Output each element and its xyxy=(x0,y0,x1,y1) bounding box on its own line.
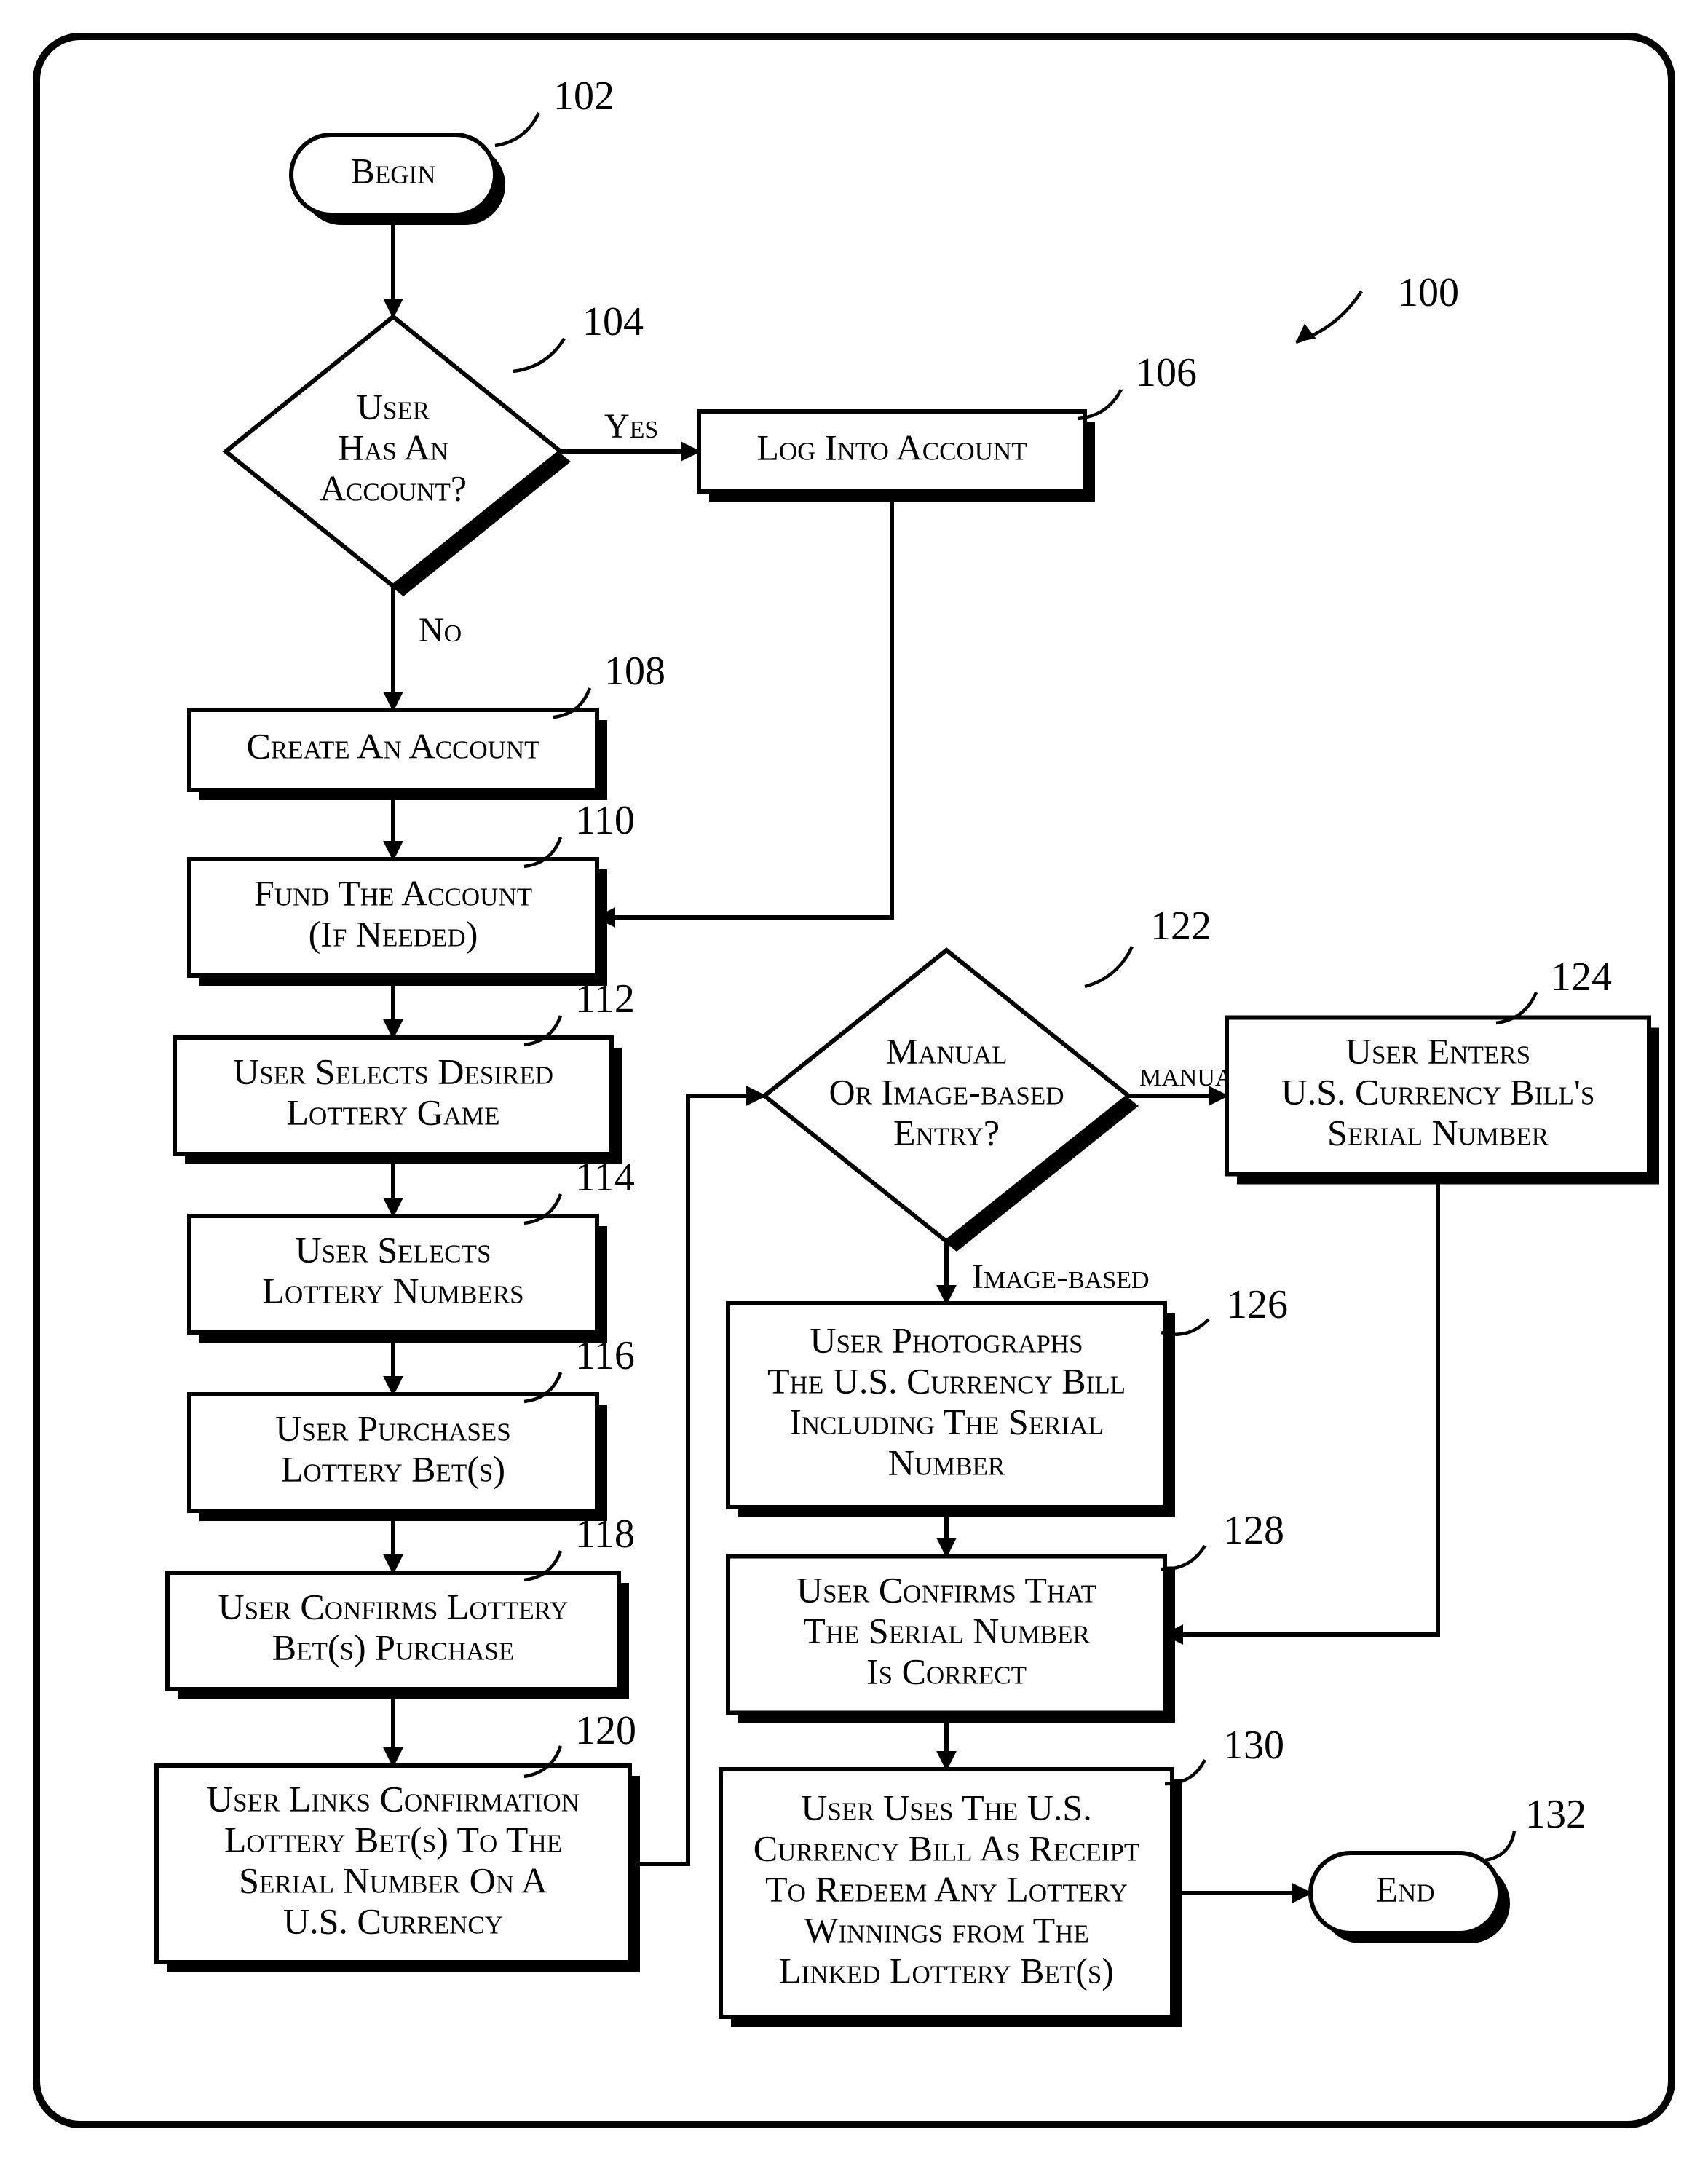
n120-text-3: U.S. Currency xyxy=(283,1900,503,1941)
n114: User SelectsLottery Numbers xyxy=(189,1216,607,1343)
n118-text-0: User Confirms Lottery xyxy=(218,1586,569,1627)
n130-text-2: To Redeem Any Lottery xyxy=(765,1868,1128,1909)
n128-text-0: User Confirms That xyxy=(796,1569,1096,1610)
n130-text-3: Winnings from The xyxy=(804,1909,1089,1950)
n120-text-1: Lottery Bet(s) To The xyxy=(224,1819,562,1860)
n112-text-0: User Selects Desired xyxy=(233,1051,553,1091)
n102-text-0: Begin xyxy=(351,150,436,191)
n130-ref: 130 xyxy=(1223,1723,1284,1768)
n106-ref: 106 xyxy=(1136,350,1197,395)
n128-ref: 128 xyxy=(1223,1508,1284,1553)
n116-text-1: Lottery Bet(s) xyxy=(281,1448,505,1489)
n112-ref: 112 xyxy=(575,976,635,1022)
edge-label-n104-n106: Yes xyxy=(604,407,658,446)
n126-text-1: The U.S. Currency Bill xyxy=(767,1360,1126,1401)
n130-text-4: Linked Lottery Bet(s) xyxy=(779,1950,1114,1991)
n104-text-2: Account? xyxy=(320,467,467,508)
n114-text-1: Lottery Numbers xyxy=(262,1270,523,1311)
n126: User PhotographsThe U.S. Currency BillIn… xyxy=(728,1303,1175,1517)
n108-text-0: Create An Account xyxy=(246,725,539,766)
n120-ref: 120 xyxy=(575,1708,636,1753)
n130-text-1: Currency Bill As Receipt xyxy=(754,1828,1140,1868)
n128: User Confirms ThatThe Serial NumberIs Co… xyxy=(728,1557,1175,1723)
edge-label-n104-n108: No xyxy=(419,611,462,649)
n128-text-2: Is Correct xyxy=(866,1651,1027,1691)
n110: Fund The Account(If Needed) xyxy=(189,859,607,986)
n120-text-0: User Links Confirmation xyxy=(207,1778,580,1819)
n126-text-3: Number xyxy=(888,1442,1005,1482)
n112-text-1: Lottery Game xyxy=(286,1091,499,1132)
n122: ManualOr Image-basedEntry? xyxy=(764,950,1139,1252)
n126-text-0: User Photographs xyxy=(810,1319,1083,1360)
n116-text-0: User Purchases xyxy=(275,1407,510,1448)
n114-ref: 114 xyxy=(575,1155,635,1200)
n118-text-1: Bet(s) Purchase xyxy=(272,1627,515,1667)
n118: User Confirms LotteryBet(s) Purchase xyxy=(167,1573,629,1699)
n128-text-1: The Serial Number xyxy=(803,1610,1090,1651)
n132-ref: 132 xyxy=(1525,1792,1586,1837)
n114-text-0: User Selects xyxy=(296,1229,491,1270)
edge-n106-n110 xyxy=(597,491,892,917)
n132: End xyxy=(1310,1853,1510,1943)
n104: UserHas AnAccount? xyxy=(226,317,571,596)
n124-text-1: U.S. Currency Bill's xyxy=(1281,1071,1595,1112)
n120-text-2: Serial Number On A xyxy=(239,1860,547,1900)
n104-text-1: Has An xyxy=(338,427,448,467)
n124: User EntersU.S. Currency Bill'sSerial Nu… xyxy=(1227,1018,1659,1185)
n110-text-1: (If Needed) xyxy=(309,913,478,954)
n122-text-0: Manual xyxy=(886,1030,1008,1071)
n116: User PurchasesLottery Bet(s) xyxy=(189,1394,607,1521)
n116-ref: 116 xyxy=(575,1333,635,1378)
n108: Create An Account xyxy=(189,710,607,800)
n132-text-0: End xyxy=(1375,1868,1434,1909)
n120: User Links ConfirmationLottery Bet(s) To… xyxy=(157,1766,640,1972)
edge-label-n122-n126: Image-based xyxy=(972,1257,1150,1296)
diagram-ref-label: 100 xyxy=(1398,270,1459,315)
n130-text-0: User Uses The U.S. xyxy=(801,1787,1091,1828)
n106: Log Into Account xyxy=(699,411,1095,502)
n112: User Selects DesiredLottery Game xyxy=(175,1038,622,1164)
n124-text-2: Serial Number xyxy=(1327,1112,1549,1153)
n122-text-1: Or Image-based xyxy=(829,1071,1064,1112)
n110-text-0: Fund The Account xyxy=(254,872,532,913)
n124-text-0: User Enters xyxy=(1345,1030,1530,1071)
edge-n124-n128 xyxy=(1165,1174,1438,1635)
n108-ref: 108 xyxy=(604,649,665,694)
flowchart-diagram: 100YesNomanualImage-basedBegin102UserHas… xyxy=(0,0,1708,2161)
n102-ref: 102 xyxy=(553,74,614,119)
n126-ref: 126 xyxy=(1227,1282,1288,1327)
n102: Begin xyxy=(291,135,505,225)
n118-ref: 118 xyxy=(575,1512,635,1557)
n122-text-2: Entry? xyxy=(893,1112,1000,1153)
n126-text-2: Including The Serial xyxy=(789,1401,1104,1442)
n122-ref: 122 xyxy=(1150,904,1211,949)
n106-text-0: Log Into Account xyxy=(756,427,1027,467)
n124-ref: 124 xyxy=(1551,955,1612,1000)
n104-text-0: User xyxy=(357,386,430,427)
n110-ref: 110 xyxy=(575,798,635,843)
n104-ref: 104 xyxy=(582,299,644,344)
n130: User Uses The U.S.Currency Bill As Recei… xyxy=(721,1769,1182,2027)
